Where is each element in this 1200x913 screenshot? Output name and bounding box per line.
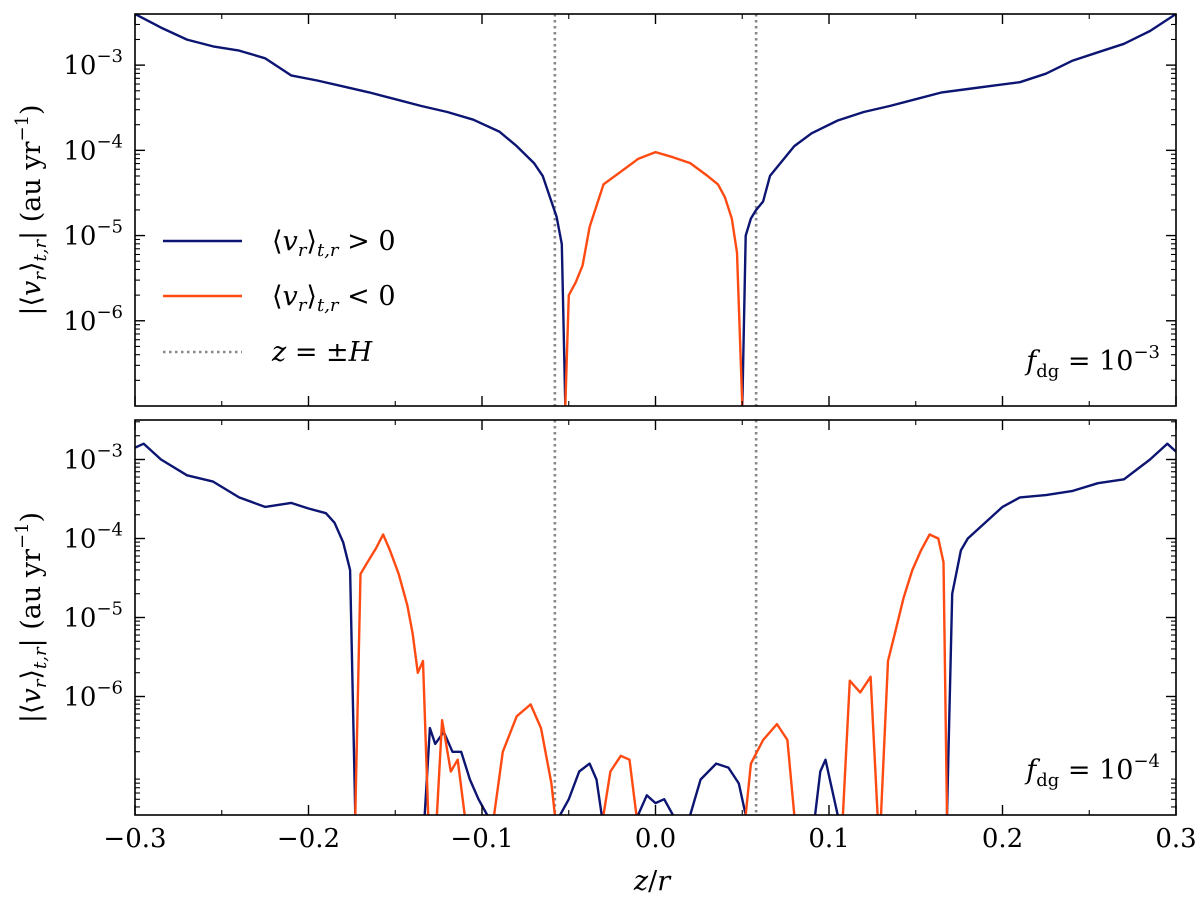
y-tick-label: 10−3 bbox=[63, 441, 123, 476]
positive-velocity-series-segment bbox=[135, 14, 567, 406]
axes-frame bbox=[134, 419, 1177, 816]
negative-velocity-series-segment bbox=[354, 533, 430, 815]
fdg-annotation: fdg = 10−3 bbox=[1024, 342, 1160, 382]
negative-velocity-series-segment bbox=[492, 703, 557, 815]
y-tick-label: 10−6 bbox=[63, 302, 123, 337]
x-tick-label: −0.2 bbox=[277, 824, 340, 854]
positive-velocity-series-segment bbox=[637, 794, 674, 815]
positive-velocity-series-segment bbox=[559, 762, 603, 815]
positive-velocity-series-segment bbox=[423, 726, 489, 815]
fdg-annotation: fdg = 10−4 bbox=[1024, 751, 1160, 791]
legend-entry-label: z = ±H bbox=[271, 337, 373, 368]
bottom-panel: −0.3 −0.2 −0.1 0.0 0.1 0.2 0.3 10−3 10−4 10−5 10−6… bbox=[12, 419, 1197, 854]
y-tick-label: 10−4 bbox=[63, 520, 123, 555]
positive-velocity-series-segment bbox=[945, 442, 1176, 815]
x-tick-label: −0.3 bbox=[103, 824, 166, 854]
negative-velocity-series-segment bbox=[841, 675, 879, 815]
legend: ⟨vr⟩t,r > 0 ⟨vr⟩t,r < 0 z = ±H bbox=[163, 226, 396, 368]
legend-entry-label: ⟨vr⟩t,r < 0 bbox=[272, 281, 396, 316]
y-tick-label: 10−4 bbox=[63, 131, 123, 166]
y-axis-label: |⟨vr⟩t,r| (au yr−1) bbox=[12, 104, 51, 315]
positive-velocity-series-segment bbox=[741, 14, 1176, 406]
x-axis-label: z/r bbox=[633, 866, 672, 897]
y-tick-label: 10−6 bbox=[63, 678, 123, 713]
negative-velocity-series-segment bbox=[435, 719, 466, 815]
positive-velocity-series-segment bbox=[689, 762, 747, 815]
positive-velocity-series-segment bbox=[135, 442, 357, 815]
x-tick-label: −0.1 bbox=[450, 824, 513, 854]
y-axis-label: |⟨vr⟩t,r| (au yr−1) bbox=[12, 512, 51, 723]
x-tick-label: 0.1 bbox=[808, 824, 849, 854]
y-tick-label: 10−5 bbox=[63, 217, 123, 252]
x-tick-label: 0.2 bbox=[982, 824, 1023, 854]
negative-velocity-series-segment bbox=[564, 150, 744, 406]
legend-entry-label: ⟨vr⟩t,r > 0 bbox=[272, 226, 396, 261]
negative-velocity-series-segment bbox=[744, 722, 796, 815]
negative-velocity-series-segment bbox=[602, 754, 638, 815]
y-tick-label: 10−3 bbox=[63, 46, 123, 81]
x-tick-label: 0.3 bbox=[1155, 824, 1196, 854]
positive-velocity-series-segment bbox=[813, 758, 839, 815]
negative-velocity-series-segment bbox=[879, 533, 949, 815]
y-tick-label: 10−5 bbox=[63, 599, 123, 634]
top-panel: 10−3 10−4 10−5 10−6 |⟨vr⟩t,r| (au yr−1) fdg =… bbox=[12, 13, 1177, 407]
x-tick-label: 0.0 bbox=[635, 824, 676, 854]
